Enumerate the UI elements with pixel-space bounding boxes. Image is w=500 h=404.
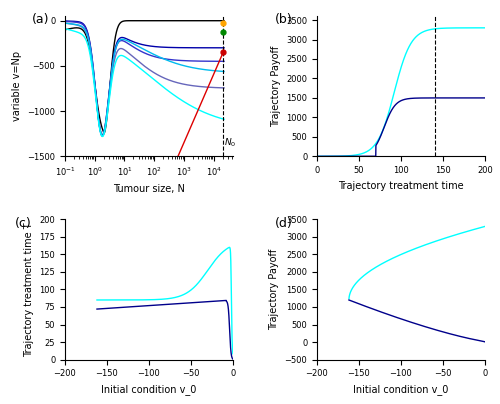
X-axis label: Trajectory treatment time: Trajectory treatment time	[338, 181, 464, 191]
X-axis label: Tumour size, N: Tumour size, N	[113, 184, 185, 194]
X-axis label: Initial condition v_0: Initial condition v_0	[354, 384, 448, 395]
Y-axis label: Trajectory Payoff: Trajectory Payoff	[270, 46, 280, 127]
Y-axis label: Trajectory treatment time T: Trajectory treatment time T	[24, 222, 34, 357]
Y-axis label: variable v=Np: variable v=Np	[12, 51, 22, 121]
Text: (b): (b)	[275, 13, 292, 26]
Text: $N_0$: $N_0$	[224, 137, 236, 149]
Text: (a): (a)	[32, 13, 49, 26]
Y-axis label: Trajectory Payoff: Trajectory Payoff	[269, 249, 279, 330]
Text: (c): (c)	[14, 217, 32, 229]
X-axis label: Initial condition v_0: Initial condition v_0	[102, 384, 196, 395]
Text: (d): (d)	[275, 217, 293, 229]
